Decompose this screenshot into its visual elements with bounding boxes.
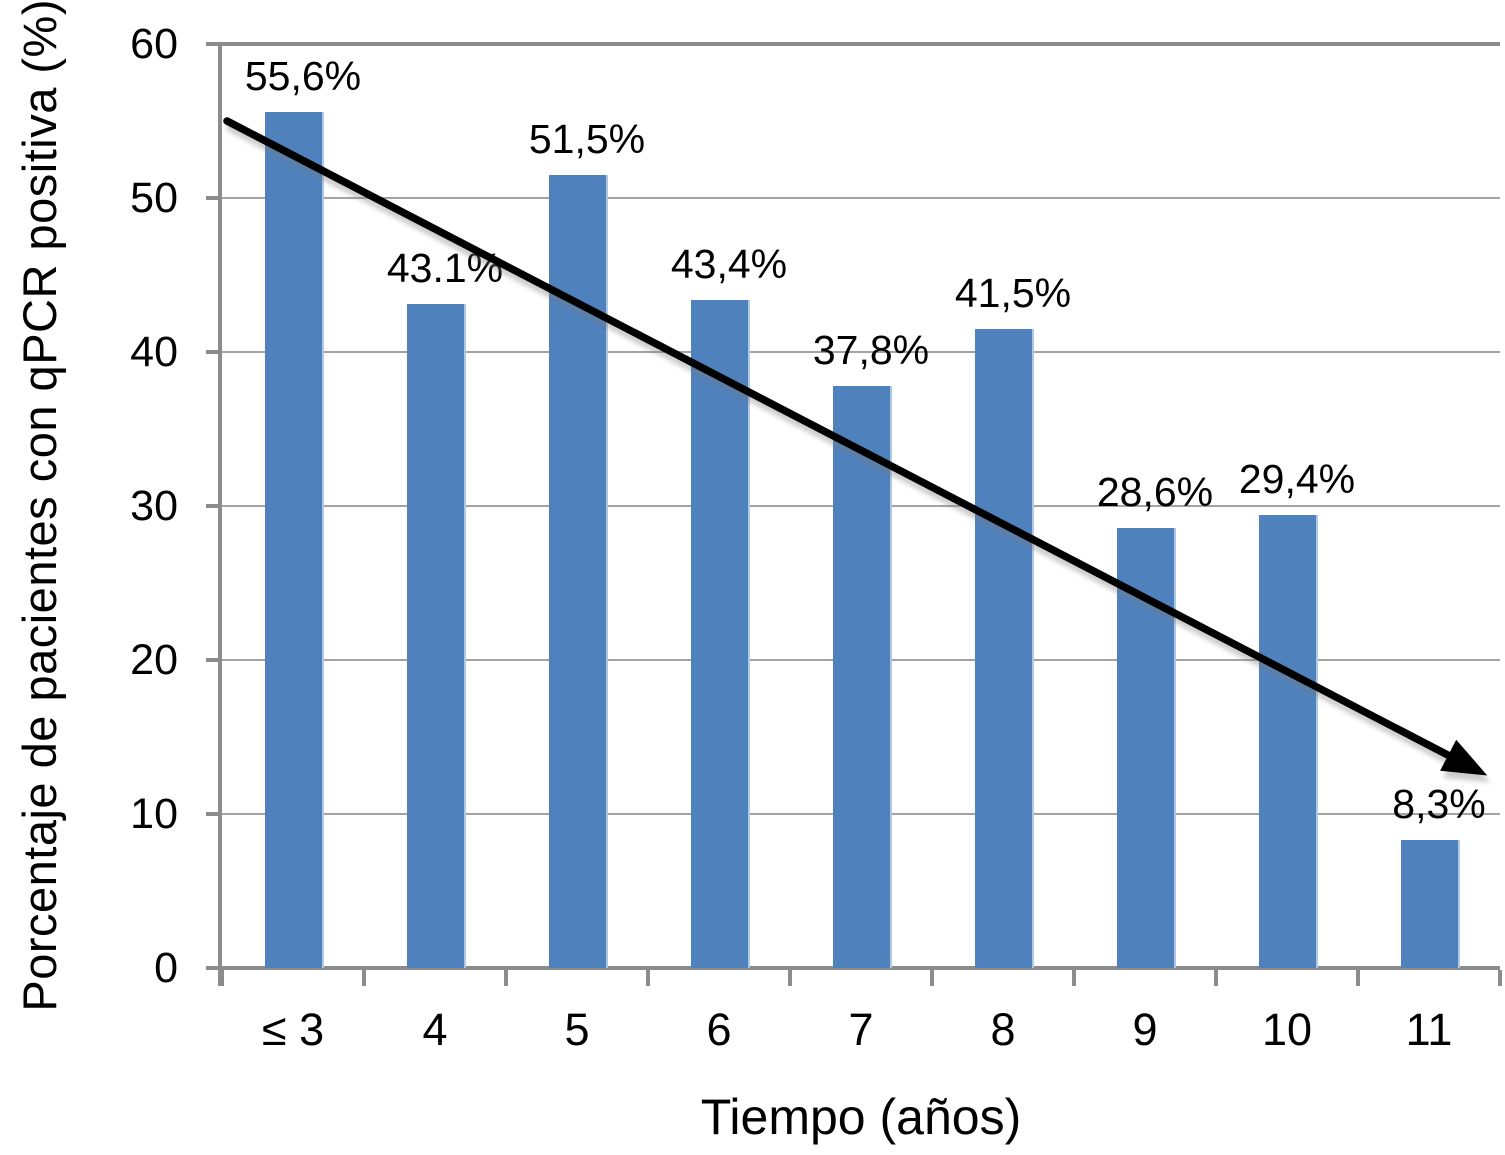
bar (406, 304, 466, 968)
x-axis-tick (646, 970, 650, 986)
y-tick-label: 0 (154, 944, 178, 992)
bar (690, 299, 750, 968)
bar (1116, 527, 1176, 968)
bar (974, 328, 1034, 968)
x-axis-tick (362, 970, 366, 986)
y-axis-line (218, 44, 222, 986)
x-category-label: 7 (848, 1004, 874, 1055)
bar-value-label: 8,3% (1392, 781, 1486, 828)
x-axis-tick (788, 970, 792, 986)
x-axis-tick (1214, 970, 1218, 986)
y-tick-label: 60 (130, 20, 178, 68)
y-axis-tick (206, 350, 222, 354)
gridline (222, 42, 1500, 46)
y-tick-label: 30 (130, 482, 178, 530)
bar-value-label: 43,4% (670, 240, 788, 287)
x-category-label: ≤ 3 (261, 1004, 325, 1055)
bar (1258, 515, 1318, 968)
bar (832, 385, 892, 968)
x-category-label: 11 (1405, 1004, 1453, 1055)
y-axis-tick (206, 658, 222, 662)
x-category-label: 5 (564, 1004, 590, 1055)
x-axis-tick (220, 970, 224, 986)
x-axis-tick (1356, 970, 1360, 986)
y-axis-tick (206, 42, 222, 46)
y-axis-tick (206, 812, 222, 816)
y-tick-label: 20 (130, 636, 178, 684)
y-tick-label: 50 (130, 174, 178, 222)
x-category-label: 9 (1132, 1004, 1158, 1055)
x-category-label: 6 (706, 1004, 732, 1055)
x-category-label: 4 (422, 1004, 448, 1055)
x-category-label: 8 (990, 1004, 1016, 1055)
x-axis-tick (1498, 970, 1502, 986)
x-axis-title: Tiempo (años) (700, 1089, 1022, 1145)
bar-value-label: 29,4% (1238, 456, 1356, 503)
y-axis-tick (206, 196, 222, 200)
bar-value-label: 41,5% (954, 269, 1072, 316)
x-category-label: 10 (1261, 1004, 1313, 1055)
y-tick-label: 10 (130, 790, 178, 838)
x-axis-tick (1072, 970, 1076, 986)
bar (1400, 840, 1460, 968)
x-axis-line (206, 966, 1500, 970)
y-axis-tick (206, 504, 222, 508)
bar-value-label: 51,5% (528, 115, 646, 162)
bar-value-label: 55,6% (244, 52, 362, 99)
y-tick-label: 40 (130, 328, 178, 376)
x-axis-tick (930, 970, 934, 986)
bar (548, 174, 608, 968)
x-axis-tick (504, 970, 508, 986)
bar (264, 111, 324, 968)
gridline (222, 196, 1500, 200)
